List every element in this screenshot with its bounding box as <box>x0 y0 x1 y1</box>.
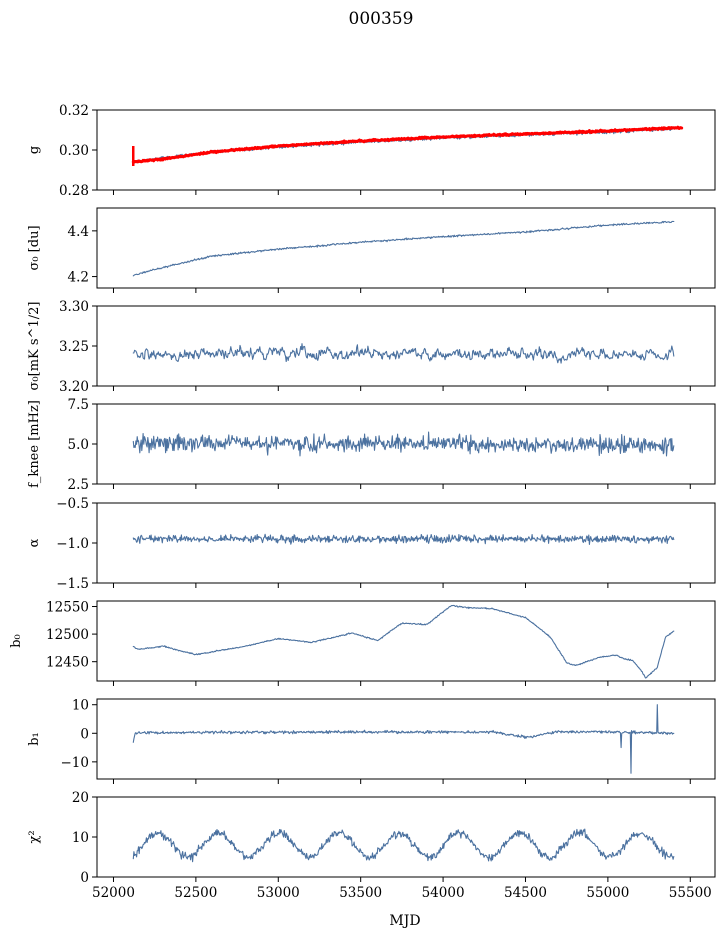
y-tick-label-fknee-1: 5.0 <box>68 437 89 453</box>
y-tick-label-chi2-0: 0 <box>80 870 89 886</box>
y-tick-label-alpha-1: −1.0 <box>56 536 89 552</box>
y-axis-label-g: g <box>27 146 42 154</box>
axes-frame-g <box>96 109 716 191</box>
panel-g: 0.28 0.30 0.32 g <box>27 103 716 199</box>
series-line-sigma0_du-0 <box>132 220 675 277</box>
series-line-b1-0 <box>132 704 675 774</box>
x-tick-label-2: 53000 <box>257 885 300 901</box>
panel-b0: 12450 12500 12550 b₀ <box>9 600 716 686</box>
y-tick-label-sigma0_du-1: 4.4 <box>68 224 89 240</box>
panel-fknee: 2.5 5.0 7.5 f_knee [mHz] <box>27 397 716 493</box>
y-tick-label-b1-0: −10 <box>61 755 90 771</box>
y-axis-label-b0: b₀ <box>9 634 24 648</box>
y-tick-label-sigma0_du-0: 4.2 <box>68 270 89 286</box>
y-tick-label-chi2-1: 10 <box>72 830 89 846</box>
x-tick-label-1: 52500 <box>174 885 217 901</box>
y-tick-label-b0-0: 12450 <box>46 655 89 671</box>
axes-frame-b1 <box>96 698 716 780</box>
series-line-sigma0_mK-0 <box>132 343 675 364</box>
y-tick-label-b0-2: 12550 <box>46 600 89 616</box>
x-tick-label-6: 55000 <box>586 885 629 901</box>
figure-title: 000359 <box>349 9 414 29</box>
y-tick-label-g-1: 0.30 <box>59 143 89 159</box>
panel-sigma0_du: 4.2 4.4 σ₀ [du] <box>27 207 716 293</box>
x-tick-label-7: 55500 <box>669 885 712 901</box>
panel-alpha: −1.5 −1.0 −0.5 α <box>27 496 716 592</box>
y-tick-label-b0-1: 12500 <box>46 627 89 643</box>
y-axis-label-chi2: χ² <box>27 830 42 843</box>
y-tick-label-chi2-2: 20 <box>72 790 89 806</box>
x-axis-label: MJD <box>389 913 420 929</box>
panel-sigma0_mK: 3.20 3.25 3.30 σ₀[mK s^1/2] <box>27 299 716 395</box>
y-tick-label-g-0: 0.28 <box>59 183 89 199</box>
y-axis-label-sigma0_mK: σ₀[mK s^1/2] <box>27 302 42 391</box>
panels: 0.28 0.30 0.32 g 4.2 4.4 σ₀ [du] 3.20 3.25 3.30 σ₀… <box>9 103 716 901</box>
y-tick-label-alpha-2: −0.5 <box>56 496 89 512</box>
panel-b1: −10 0 10 b₁ <box>27 698 716 784</box>
axes-frame-chi2 <box>96 796 716 878</box>
y-axis-label-fknee: f_knee [mHz] <box>27 400 42 488</box>
x-tick-label-4: 54000 <box>422 885 465 901</box>
axes-frame-sigma0_mK <box>96 305 716 387</box>
axes-frame-sigma0_du <box>96 207 716 289</box>
series-line-g-1 <box>131 125 684 164</box>
y-tick-label-b1-1: 0 <box>80 726 89 742</box>
y-tick-label-sigma0_mK-2: 3.30 <box>59 299 89 315</box>
y-tick-label-g-2: 0.32 <box>59 103 89 119</box>
y-axis-label-b1: b₁ <box>27 732 42 746</box>
y-tick-label-fknee-2: 7.5 <box>68 397 89 413</box>
series-line-chi2-0 <box>132 828 675 863</box>
y-tick-label-sigma0_mK-0: 3.20 <box>59 379 89 395</box>
y-axis-label-alpha: α <box>27 538 42 547</box>
y-tick-label-fknee-0: 2.5 <box>68 477 89 493</box>
y-tick-label-sigma0_mK-1: 3.25 <box>59 339 89 355</box>
y-tick-label-b1-2: 10 <box>72 698 89 714</box>
y-tick-label-alpha-0: −1.5 <box>56 576 89 592</box>
x-tick-label-3: 53500 <box>339 885 382 901</box>
series-line-b0-0 <box>132 604 675 679</box>
x-tick-label-5: 54500 <box>504 885 547 901</box>
panel-chi2: 0 10 20 52000 52500 53000 53500 54000 54500 55000… <box>27 790 716 901</box>
axes-frame-b0 <box>96 600 716 682</box>
x-tick-label-0: 52000 <box>92 885 135 901</box>
series-line-fknee-0 <box>132 431 675 457</box>
series-line-alpha-0 <box>132 533 675 545</box>
y-axis-label-sigma0_du: σ₀ [du] <box>27 225 42 270</box>
